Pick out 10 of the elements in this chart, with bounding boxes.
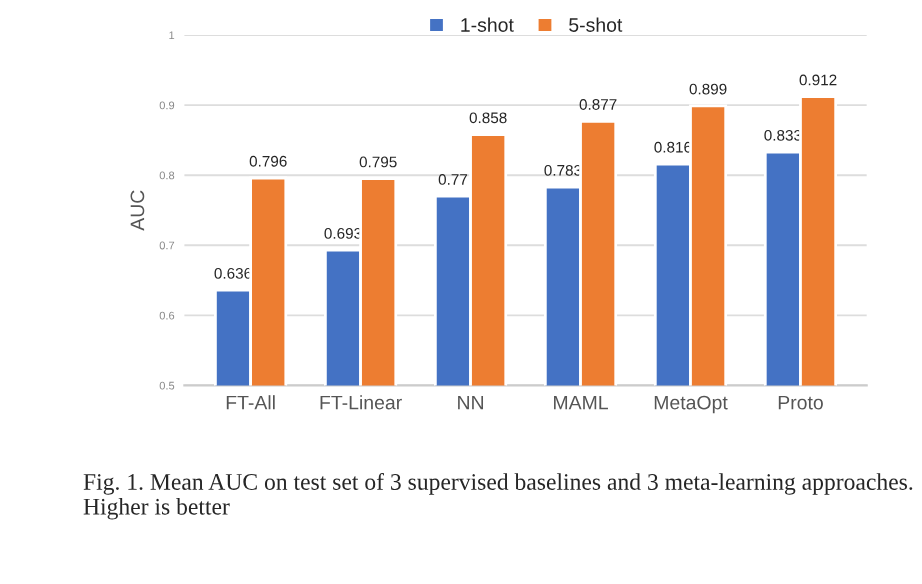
x-tick-label: FT-All <box>226 395 275 410</box>
x-tick-label: MAML <box>554 395 608 410</box>
x-tick-label: FT-Linear <box>320 395 402 410</box>
x-tick-label: NN <box>458 395 484 410</box>
x-tick-label: MetaOpt <box>654 395 728 414</box>
legend-label: 5-shot <box>569 17 623 32</box>
legend-label: 1-shot <box>461 17 514 32</box>
y-axis-title: AUC <box>130 190 145 231</box>
caption: Fig. 1. Mean AUC on test set of 3 supervised baselines and 3 meta-learning approaches. Higher is better <box>83 473 913 520</box>
x-tick-label: Proto <box>778 395 823 410</box>
